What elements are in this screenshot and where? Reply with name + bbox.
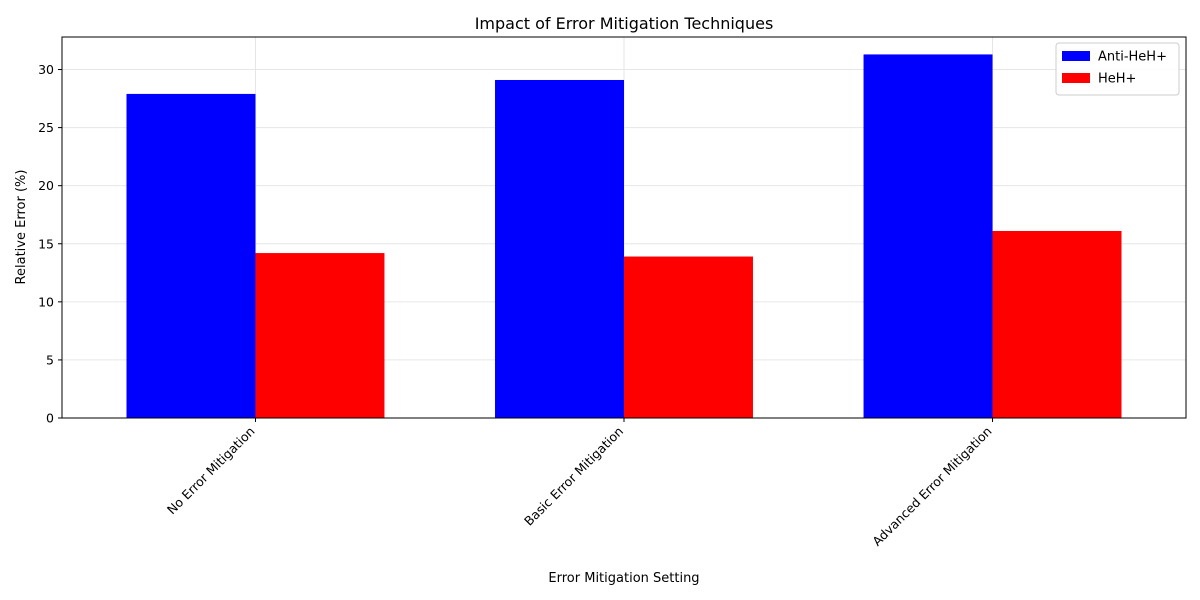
bar-heh--0 [255, 253, 385, 418]
bars [126, 54, 1122, 419]
y-tick-label: 20 [38, 178, 54, 193]
y-tick-label: 15 [38, 236, 54, 251]
y-axis-ticks: 0 5 10 15 20 25 30 [38, 62, 62, 426]
y-tick-label: 25 [38, 120, 54, 135]
chart-title: Impact of Error Mitigation Techniques [475, 14, 774, 33]
y-tick-label: 0 [46, 411, 54, 426]
bar-anti-heh--2 [863, 54, 993, 419]
x-axis-ticks: No Error Mitigation Basic Error Mitigatio… [164, 418, 995, 549]
bar-heh--2 [992, 230, 1122, 418]
x-tick-label: Basic Error Mitigation [521, 424, 626, 529]
legend-label: HeH+ [1098, 72, 1136, 87]
legend-label: Anti-HeH+ [1098, 50, 1167, 65]
legend-swatch [1062, 73, 1090, 83]
y-tick-label: 10 [38, 294, 54, 309]
y-axis-label: Relative Error (%) [14, 170, 29, 285]
x-tick-label: No Error Mitigation [164, 424, 258, 518]
legend-swatch [1062, 51, 1090, 61]
x-axis-label: Error Mitigation Setting [548, 571, 699, 586]
y-tick-label: 5 [46, 352, 54, 367]
legend: Anti-HeH+ HeH+ [1055, 42, 1180, 96]
bar-anti-heh--0 [126, 93, 256, 418]
bar-anti-heh--1 [495, 79, 624, 418]
x-tick-label: Advanced Error Mitigation [869, 424, 994, 549]
bar-heh--1 [624, 256, 753, 418]
y-tick-label: 30 [38, 62, 54, 77]
